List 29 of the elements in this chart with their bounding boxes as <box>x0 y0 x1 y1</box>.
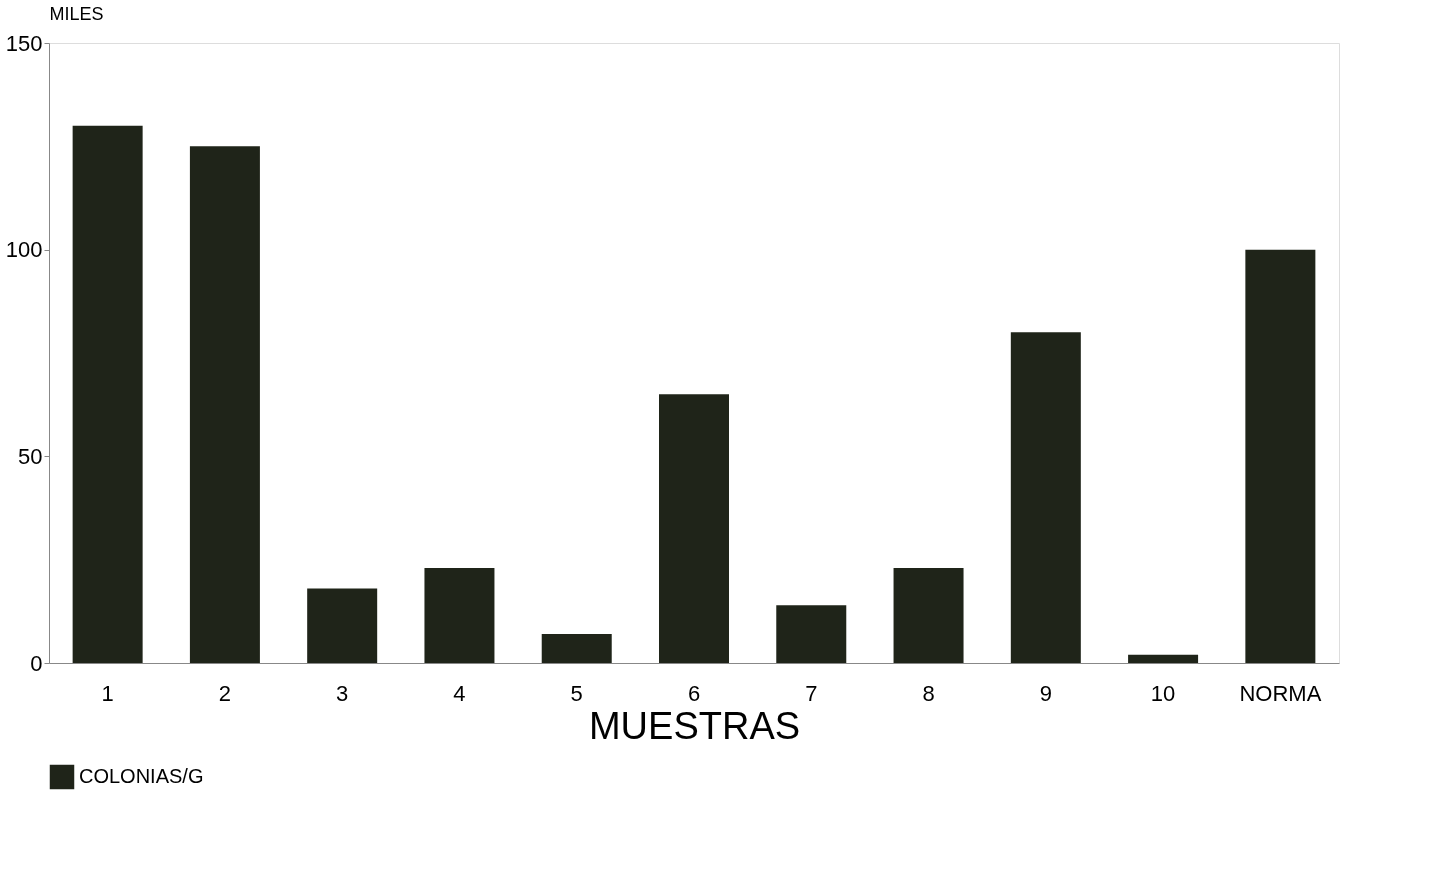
bar <box>72 125 143 663</box>
x-tick-label: 10 <box>1150 680 1176 706</box>
bar <box>307 588 378 663</box>
bar <box>424 567 495 663</box>
y-axis-title: MILES <box>49 3 104 24</box>
x-tick-label: 8 <box>922 680 935 706</box>
legend-label: COLONIAS/G <box>79 765 204 787</box>
x-tick-label: 3 <box>336 680 349 706</box>
x-axis-title: MUESTRAS <box>588 704 801 747</box>
bar <box>1010 332 1081 663</box>
x-tick-label: 1 <box>101 680 114 706</box>
bar <box>893 567 964 663</box>
x-tick-label: NORMA <box>1239 680 1322 706</box>
x-tick-label: 2 <box>218 680 232 706</box>
y-tick-label: 50 <box>18 443 43 469</box>
y-tick-label: 0 <box>30 650 43 676</box>
x-tick-label: 5 <box>570 680 583 706</box>
x-tick-label: 4 <box>453 680 466 706</box>
bar <box>189 146 260 663</box>
bar <box>1245 249 1316 663</box>
x-tick-label: 6 <box>687 680 701 706</box>
bar <box>659 394 729 663</box>
y-tick-label: 150 <box>5 30 43 56</box>
x-tick-label: 9 <box>1039 680 1052 706</box>
x-tick-label: 7 <box>805 680 818 706</box>
bar <box>1128 654 1199 663</box>
bar <box>776 605 847 663</box>
bar <box>541 634 612 663</box>
y-tick-label: 100 <box>5 237 43 263</box>
